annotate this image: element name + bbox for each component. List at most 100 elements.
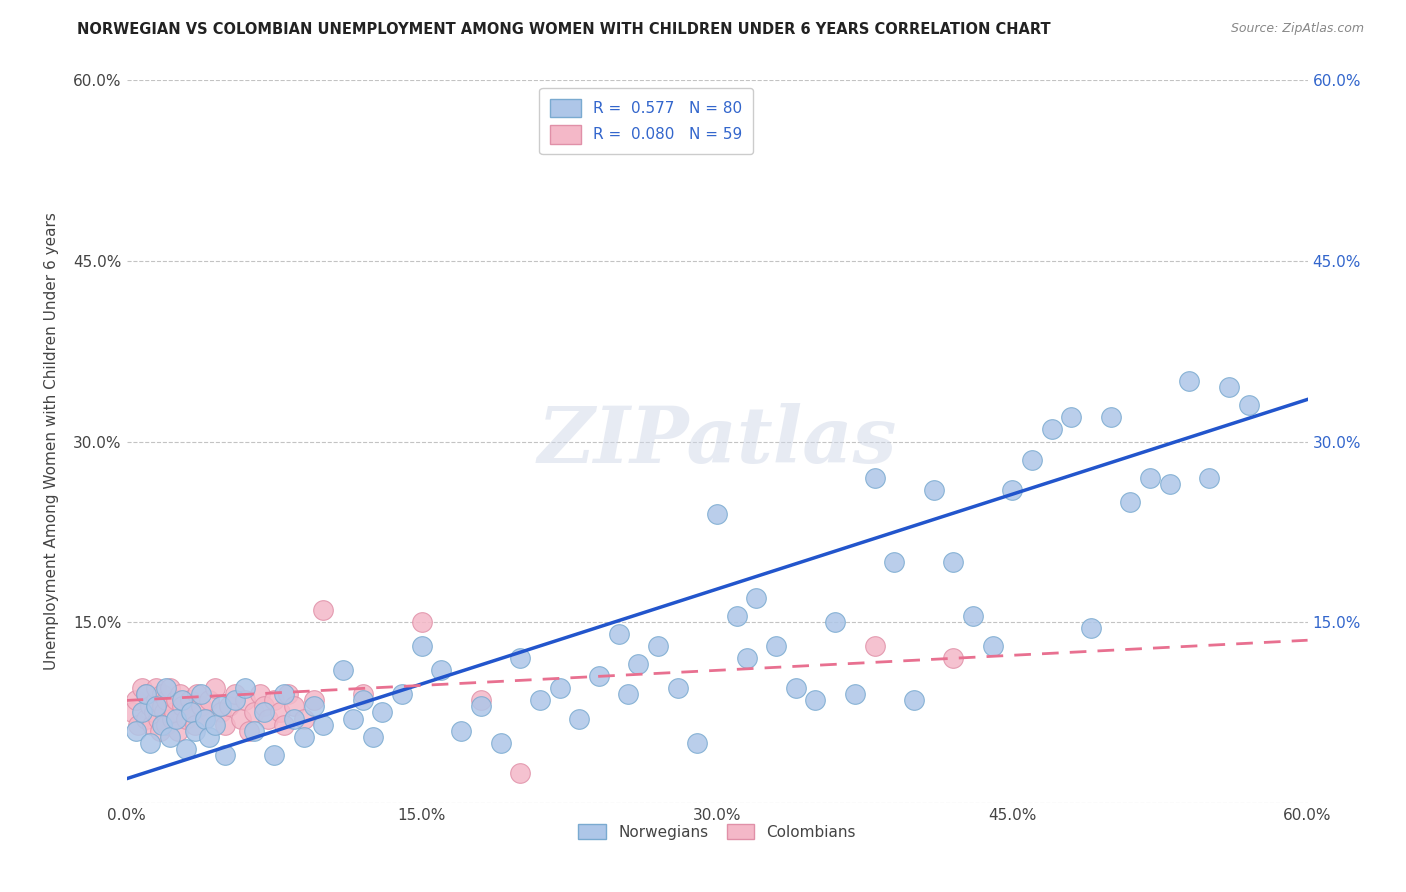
Point xyxy=(785,681,807,696)
Point xyxy=(174,741,197,756)
Point xyxy=(135,687,157,701)
Point xyxy=(180,706,202,720)
Point xyxy=(186,687,208,701)
Point xyxy=(312,603,335,617)
Point xyxy=(273,687,295,701)
Point xyxy=(1021,452,1043,467)
Point xyxy=(218,699,240,714)
Point xyxy=(342,712,364,726)
Point xyxy=(617,687,640,701)
Point xyxy=(145,693,167,707)
Point xyxy=(903,693,925,707)
Point xyxy=(209,706,232,720)
Point xyxy=(627,657,650,672)
Point xyxy=(548,681,571,696)
Point xyxy=(184,723,207,738)
Point xyxy=(844,687,866,701)
Point xyxy=(1237,398,1260,412)
Point xyxy=(224,687,246,701)
Point xyxy=(1218,380,1240,394)
Point xyxy=(127,717,149,731)
Point xyxy=(1060,410,1083,425)
Point xyxy=(981,639,1004,653)
Point xyxy=(273,717,295,731)
Point xyxy=(180,706,202,720)
Point xyxy=(170,693,193,707)
Point xyxy=(131,706,153,720)
Point xyxy=(243,706,266,720)
Point xyxy=(159,730,181,744)
Point xyxy=(529,693,551,707)
Point xyxy=(509,651,531,665)
Point xyxy=(163,706,186,720)
Point xyxy=(249,687,271,701)
Point xyxy=(209,699,232,714)
Point xyxy=(238,723,260,738)
Point xyxy=(145,681,167,696)
Point xyxy=(204,681,226,696)
Point xyxy=(962,609,984,624)
Point xyxy=(371,706,394,720)
Point xyxy=(277,687,299,701)
Point xyxy=(155,681,177,696)
Point xyxy=(174,712,197,726)
Point xyxy=(159,681,181,696)
Point xyxy=(283,699,305,714)
Point xyxy=(1001,483,1024,497)
Point xyxy=(169,687,191,701)
Point xyxy=(194,712,217,726)
Point xyxy=(607,627,630,641)
Point xyxy=(1139,470,1161,484)
Point xyxy=(179,693,201,707)
Point xyxy=(253,699,276,714)
Point xyxy=(292,712,315,726)
Point xyxy=(153,706,176,720)
Point xyxy=(450,723,472,738)
Point xyxy=(352,693,374,707)
Point xyxy=(1099,410,1122,425)
Point xyxy=(942,651,965,665)
Point xyxy=(214,717,236,731)
Point xyxy=(125,693,148,707)
Point xyxy=(1198,470,1220,484)
Point xyxy=(229,712,252,726)
Point xyxy=(352,687,374,701)
Point xyxy=(125,723,148,738)
Y-axis label: Unemployment Among Women with Children Under 6 years: Unemployment Among Women with Children U… xyxy=(45,212,59,671)
Point xyxy=(166,723,188,738)
Point xyxy=(302,693,325,707)
Point xyxy=(257,712,280,726)
Point xyxy=(243,723,266,738)
Point xyxy=(204,717,226,731)
Point xyxy=(1040,422,1063,436)
Point xyxy=(1159,476,1181,491)
Point xyxy=(198,730,221,744)
Point xyxy=(131,681,153,696)
Point xyxy=(149,723,172,738)
Text: ZIPatlas: ZIPatlas xyxy=(537,403,897,480)
Point xyxy=(735,651,758,665)
Legend: Norwegians, Colombians: Norwegians, Colombians xyxy=(572,818,862,846)
Point xyxy=(143,706,166,720)
Point xyxy=(509,765,531,780)
Point xyxy=(745,591,768,605)
Point xyxy=(165,693,187,707)
Point xyxy=(214,747,236,762)
Point xyxy=(1119,494,1142,508)
Point xyxy=(332,664,354,678)
Point xyxy=(121,706,143,720)
Point xyxy=(139,699,162,714)
Point xyxy=(269,706,291,720)
Point xyxy=(190,687,212,701)
Point xyxy=(233,681,256,696)
Point xyxy=(150,699,173,714)
Point xyxy=(224,693,246,707)
Point xyxy=(312,717,335,731)
Point xyxy=(391,687,413,701)
Point xyxy=(160,712,183,726)
Point xyxy=(666,681,689,696)
Point xyxy=(135,712,157,726)
Point xyxy=(292,730,315,744)
Point xyxy=(411,639,433,653)
Point xyxy=(1178,374,1201,388)
